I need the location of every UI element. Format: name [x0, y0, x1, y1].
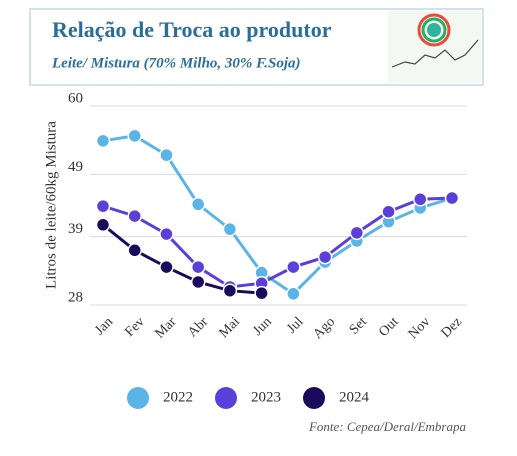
y-axis-label: Litros de leite/60kg Mistura: [43, 121, 59, 289]
data-point: [413, 192, 428, 207]
data-point: [286, 286, 301, 302]
series-line: [102, 134, 453, 296]
data-point: [127, 243, 142, 258]
data-point: [127, 128, 142, 144]
data-point: [381, 204, 396, 219]
data-point: [190, 259, 206, 275]
x-tick-label: Jun: [250, 314, 274, 338]
data-point: [286, 259, 301, 275]
x-tick-label: Jul: [284, 314, 306, 336]
y-tick-label: 49: [68, 159, 83, 175]
legend-label: 2024: [339, 389, 370, 405]
x-tick-label: Fev: [122, 314, 147, 339]
x-tick-label: Jan: [92, 314, 116, 338]
x-tick-label: Abr: [185, 314, 211, 340]
y-tick-label: 39: [68, 221, 83, 237]
x-tick-label: Nov: [406, 314, 434, 342]
data-point: [190, 274, 206, 290]
series-line: [102, 223, 262, 295]
chart-title: Relação de Troca ao produtor: [52, 17, 332, 42]
data-point: [222, 221, 238, 237]
source: Fonte: Cepea/Deral/Embrapa: [308, 419, 467, 434]
data-point: [190, 197, 206, 212]
data-point: [444, 190, 460, 206]
y-tick-label: 60: [68, 90, 83, 106]
legend-marker: [303, 387, 325, 409]
data-point: [349, 225, 365, 241]
data-point: [254, 285, 269, 301]
x-tick-label: Mai: [216, 314, 243, 341]
data-point: [317, 249, 333, 265]
data-point: [159, 226, 174, 242]
y-tick-label: 28: [68, 289, 83, 305]
x-tick-label: Mar: [152, 314, 179, 341]
data-point: [159, 147, 174, 163]
x-tick-label: Out: [376, 314, 402, 340]
data-point: [95, 217, 111, 233]
data-point: [95, 198, 111, 214]
legend-marker: [127, 387, 149, 409]
chart-subtitle: Leite/ Mistura (70% Milho, 30% F.Soja): [51, 55, 301, 71]
series-line: [102, 196, 453, 289]
data-point: [127, 208, 142, 224]
x-tick-label: Ago: [311, 314, 339, 342]
data-point: [222, 283, 238, 298]
data-point: [159, 259, 174, 275]
legend-label: 2023: [251, 389, 281, 405]
legend-label: 2022: [163, 389, 193, 405]
data-point: [95, 133, 111, 149]
legend-marker: [215, 387, 237, 409]
x-tick-label: Set: [347, 314, 370, 337]
x-tick-label: Dez: [439, 314, 466, 341]
logo: [388, 11, 481, 83]
